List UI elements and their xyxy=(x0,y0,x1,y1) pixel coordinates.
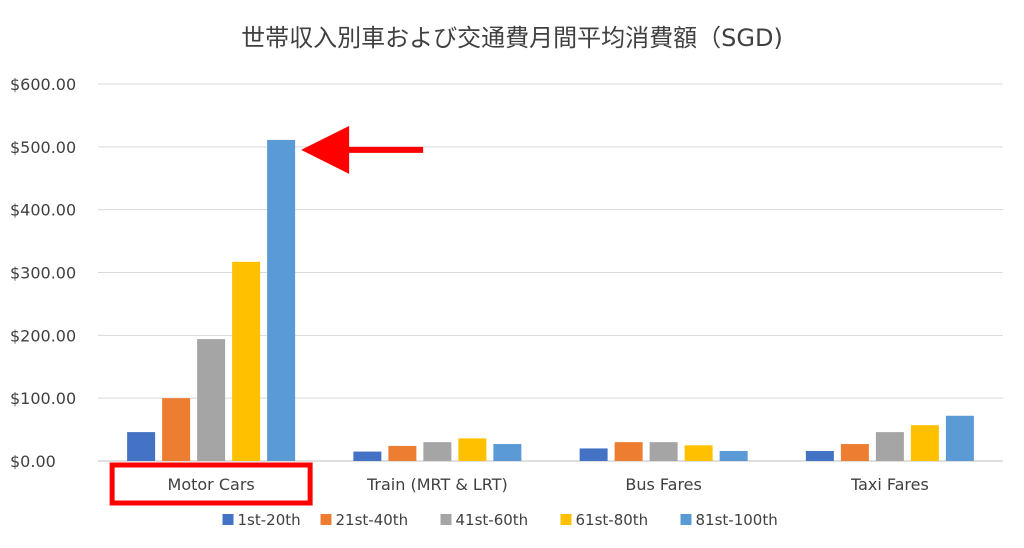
legend-label: 1st-20th xyxy=(238,511,301,529)
y-axis-ticks: $0.00 $100.00 $200.00 $300.00 $400.00 $500.00… xyxy=(10,75,76,471)
bar xyxy=(423,442,452,461)
arrow-head xyxy=(301,125,350,174)
bar xyxy=(353,451,382,461)
legend-label: 41st-60th xyxy=(456,511,529,529)
bar xyxy=(127,432,156,461)
bar xyxy=(162,398,191,461)
legend-swatch xyxy=(560,514,572,525)
chart-title: 世帯収入別車および交通費月間平均消費額（SGD) xyxy=(241,24,783,52)
y-tick-label: $600.00 xyxy=(10,75,76,94)
legend-swatch xyxy=(320,514,332,525)
legend-swatch xyxy=(222,514,234,525)
bar xyxy=(840,444,869,461)
bar xyxy=(388,445,417,461)
y-tick-label: $200.00 xyxy=(10,326,76,345)
bar xyxy=(232,261,261,461)
y-tick-label: $0.00 xyxy=(10,452,56,471)
bar xyxy=(458,438,487,461)
legend-swatch xyxy=(440,514,452,525)
legend-label: 61st-80th xyxy=(576,511,649,529)
bar xyxy=(805,450,834,461)
y-tick-label: $100.00 xyxy=(10,389,76,408)
category-label: Train (MRT & LRT) xyxy=(366,475,508,494)
bar xyxy=(614,442,643,461)
category-label: Taxi Fares xyxy=(850,475,929,494)
bars xyxy=(127,139,974,461)
highlight-box xyxy=(109,462,313,506)
bar xyxy=(197,339,226,461)
bar xyxy=(719,450,748,461)
bar xyxy=(945,415,974,461)
bar xyxy=(493,444,522,461)
bar xyxy=(649,442,678,461)
legend-label: 81st-100th xyxy=(696,511,778,529)
bar xyxy=(875,432,904,461)
annotations xyxy=(109,125,424,506)
bar xyxy=(579,448,608,461)
y-tick-label: $300.00 xyxy=(10,264,76,283)
legend: 1st-20th 21st-40th 41st-60th 61st-80th 81st-… xyxy=(222,511,778,529)
category-label: Motor Cars xyxy=(168,475,255,494)
bar xyxy=(684,445,713,461)
category-label: Bus Fares xyxy=(625,475,701,494)
y-tick-label: $400.00 xyxy=(10,201,76,220)
bar xyxy=(267,139,296,461)
legend-label: 21st-40th xyxy=(336,511,409,529)
y-tick-label: $500.00 xyxy=(10,138,76,157)
category-labels: Motor Cars Train (MRT & LRT) Bus Fares Taxi… xyxy=(168,475,929,494)
bar xyxy=(910,425,939,461)
legend-swatch xyxy=(680,514,692,525)
